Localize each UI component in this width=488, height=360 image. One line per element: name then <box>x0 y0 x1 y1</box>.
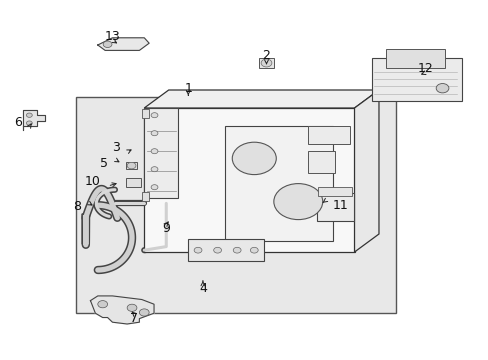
Circle shape <box>151 149 158 154</box>
Circle shape <box>250 247 258 253</box>
Circle shape <box>261 59 271 67</box>
Circle shape <box>435 84 448 93</box>
Circle shape <box>139 309 149 316</box>
Bar <box>317 187 351 196</box>
Polygon shape <box>144 90 378 108</box>
Circle shape <box>232 142 276 175</box>
Circle shape <box>151 131 158 136</box>
Bar <box>188 239 264 261</box>
Circle shape <box>151 167 158 172</box>
Circle shape <box>127 304 137 311</box>
Bar <box>126 178 141 187</box>
Text: 3: 3 <box>112 141 120 154</box>
Circle shape <box>213 247 221 253</box>
Text: 12: 12 <box>417 62 432 75</box>
Polygon shape <box>23 110 45 130</box>
Circle shape <box>26 113 32 117</box>
Bar <box>371 58 461 101</box>
Text: 13: 13 <box>104 30 120 42</box>
Bar <box>224 126 332 241</box>
Bar <box>316 193 353 221</box>
Bar <box>76 97 395 313</box>
Text: 4: 4 <box>199 282 206 294</box>
Text: 9: 9 <box>162 222 170 235</box>
Text: 8: 8 <box>73 201 81 213</box>
Polygon shape <box>90 296 154 324</box>
Text: 1: 1 <box>184 82 192 95</box>
Text: 7: 7 <box>130 312 138 325</box>
Polygon shape <box>98 38 149 50</box>
Bar <box>144 108 354 252</box>
Circle shape <box>103 41 112 48</box>
Text: 11: 11 <box>332 199 347 212</box>
Bar <box>126 162 137 169</box>
Bar <box>142 192 149 201</box>
Bar <box>307 126 349 144</box>
Polygon shape <box>354 90 378 252</box>
Circle shape <box>26 121 32 125</box>
Bar <box>386 49 444 68</box>
Circle shape <box>98 301 107 308</box>
Text: 10: 10 <box>84 175 100 188</box>
Circle shape <box>151 185 158 190</box>
Circle shape <box>151 113 158 118</box>
Bar <box>144 108 178 198</box>
Circle shape <box>127 162 136 169</box>
Text: 6: 6 <box>14 116 22 129</box>
Bar <box>307 151 334 173</box>
Circle shape <box>273 184 322 220</box>
Circle shape <box>194 247 202 253</box>
Bar <box>259 58 273 68</box>
Circle shape <box>233 247 241 253</box>
Bar <box>142 109 149 118</box>
Text: 2: 2 <box>262 49 270 62</box>
Text: 5: 5 <box>100 157 107 170</box>
